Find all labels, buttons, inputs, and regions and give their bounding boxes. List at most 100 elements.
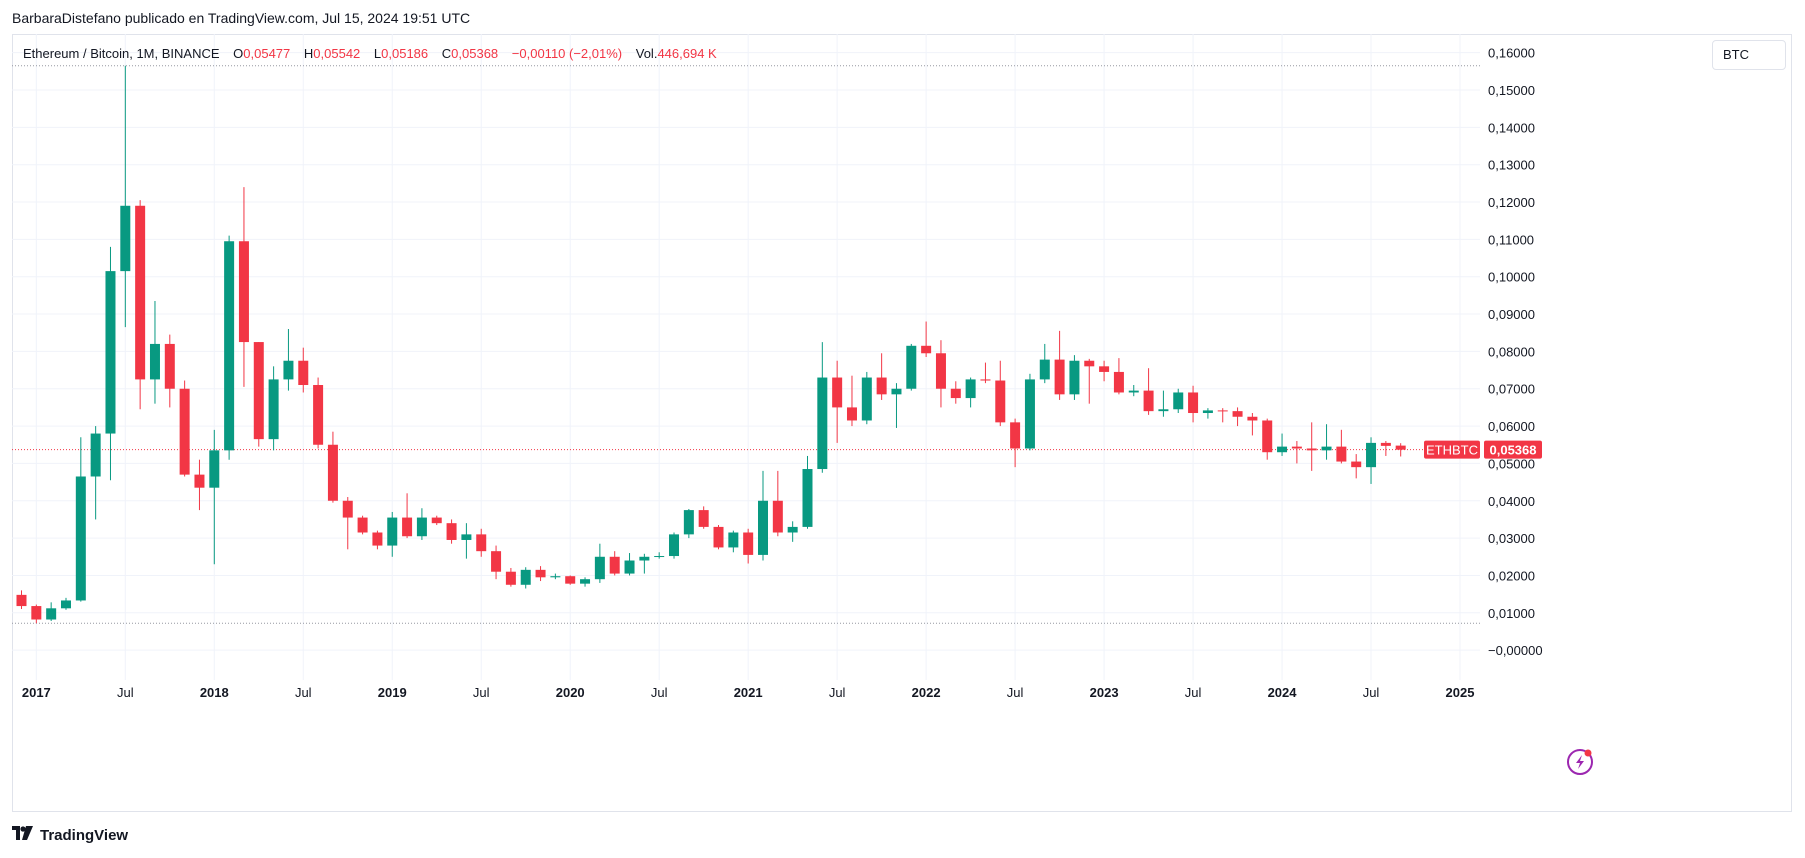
candle[interactable] — [1336, 429, 1347, 464]
candle[interactable] — [1173, 388, 1184, 414]
candle[interactable] — [505, 567, 516, 587]
candle[interactable] — [1128, 385, 1139, 397]
candle[interactable] — [1232, 407, 1243, 427]
candle[interactable] — [416, 508, 427, 540]
candle[interactable] — [1099, 360, 1110, 382]
candle[interactable] — [535, 566, 546, 582]
candle[interactable] — [1143, 368, 1154, 415]
candle[interactable] — [846, 375, 857, 427]
candle[interactable] — [817, 342, 828, 473]
candle[interactable] — [921, 321, 932, 357]
candle[interactable] — [950, 381, 961, 404]
candle[interactable] — [461, 523, 472, 559]
candle[interactable] — [802, 455, 813, 529]
candle[interactable] — [594, 543, 605, 583]
candle[interactable] — [1188, 385, 1199, 423]
tradingview-logo[interactable]: TradingView — [12, 826, 128, 845]
candle[interactable] — [713, 525, 724, 550]
candle[interactable] — [1395, 443, 1406, 457]
candle[interactable] — [550, 573, 561, 580]
candle[interactable] — [728, 530, 739, 553]
candle[interactable] — [906, 343, 917, 391]
candle[interactable] — [268, 366, 279, 451]
time-axis[interactable]: 2017 Jul 2018 Jul 2019 Jul 2020 Jul 2021 Jul 2022 J… — [22, 685, 1475, 700]
candle[interactable] — [1217, 408, 1228, 423]
candle[interactable] — [758, 470, 768, 561]
candle[interactable] — [60, 597, 71, 610]
candle[interactable] — [1366, 437, 1377, 484]
candle[interactable] — [1054, 330, 1065, 400]
candle[interactable] — [283, 328, 294, 391]
currency-selector[interactable]: BTC — [1712, 40, 1786, 70]
candle[interactable] — [224, 235, 235, 460]
candle[interactable] — [639, 553, 650, 574]
candle[interactable] — [135, 200, 146, 410]
candle[interactable] — [965, 377, 976, 408]
candle[interactable] — [1247, 413, 1258, 436]
candle[interactable] — [194, 459, 205, 511]
candle[interactable] — [1380, 441, 1391, 456]
candle[interactable] — [1113, 358, 1124, 395]
candle[interactable] — [876, 353, 887, 400]
flash-icon[interactable] — [1567, 749, 1593, 775]
candle[interactable] — [446, 519, 457, 544]
candle[interactable] — [609, 551, 620, 576]
candle[interactable] — [1202, 408, 1213, 419]
candle[interactable] — [342, 497, 353, 550]
candle[interactable] — [387, 511, 398, 557]
candle[interactable] — [238, 187, 249, 387]
candle[interactable] — [75, 437, 86, 602]
candle[interactable] — [1321, 424, 1332, 460]
candle[interactable] — [31, 604, 42, 624]
candle[interactable] — [179, 380, 190, 477]
candle[interactable] — [861, 371, 872, 425]
candle[interactable] — [935, 340, 946, 408]
candle[interactable] — [357, 515, 368, 535]
candle[interactable] — [1262, 418, 1273, 460]
candle[interactable] — [520, 567, 531, 589]
candle[interactable] — [164, 334, 175, 408]
candle[interactable] — [1024, 373, 1035, 451]
candle[interactable] — [832, 360, 843, 443]
candle[interactable] — [772, 470, 783, 537]
candle[interactable] — [209, 429, 220, 565]
candle[interactable] — [1277, 433, 1288, 456]
candle[interactable] — [90, 426, 101, 520]
candle[interactable] — [1084, 358, 1095, 404]
candle[interactable] — [1291, 441, 1302, 464]
candle[interactable] — [105, 246, 116, 481]
candle[interactable] — [402, 493, 413, 539]
candle[interactable] — [698, 506, 709, 529]
candle[interactable] — [669, 532, 680, 559]
candle[interactable] — [1039, 343, 1050, 384]
candle[interactable] — [491, 545, 502, 580]
candle[interactable] — [683, 508, 694, 539]
candle[interactable] — [1069, 355, 1080, 400]
candle[interactable] — [980, 362, 991, 384]
candle[interactable] — [372, 530, 383, 550]
candle[interactable] — [1351, 454, 1362, 479]
candle[interactable] — [327, 431, 338, 503]
candle[interactable] — [891, 383, 902, 428]
candle[interactable] — [1158, 390, 1169, 417]
candle[interactable] — [431, 515, 442, 526]
candle[interactable] — [743, 528, 754, 564]
candle[interactable] — [149, 300, 160, 404]
candle[interactable] — [120, 65, 131, 328]
candle[interactable] — [476, 528, 487, 557]
candle[interactable] — [1306, 422, 1317, 471]
candle[interactable] — [654, 552, 665, 559]
candle[interactable] — [1010, 418, 1021, 468]
candle[interactable] — [313, 377, 324, 449]
candle[interactable] — [16, 590, 27, 610]
candle[interactable] — [298, 347, 309, 393]
candle[interactable] — [787, 521, 798, 542]
candle[interactable] — [565, 575, 576, 585]
candle[interactable] — [253, 342, 264, 447]
candle[interactable] — [580, 577, 591, 587]
candle[interactable] — [624, 553, 635, 576]
price-axis[interactable]: 0,16000 0,15000 0,14000 0,13000 0,12000 0,110… — [1488, 46, 1543, 658]
candle[interactable] — [46, 602, 57, 622]
candle[interactable] — [995, 360, 1006, 427]
